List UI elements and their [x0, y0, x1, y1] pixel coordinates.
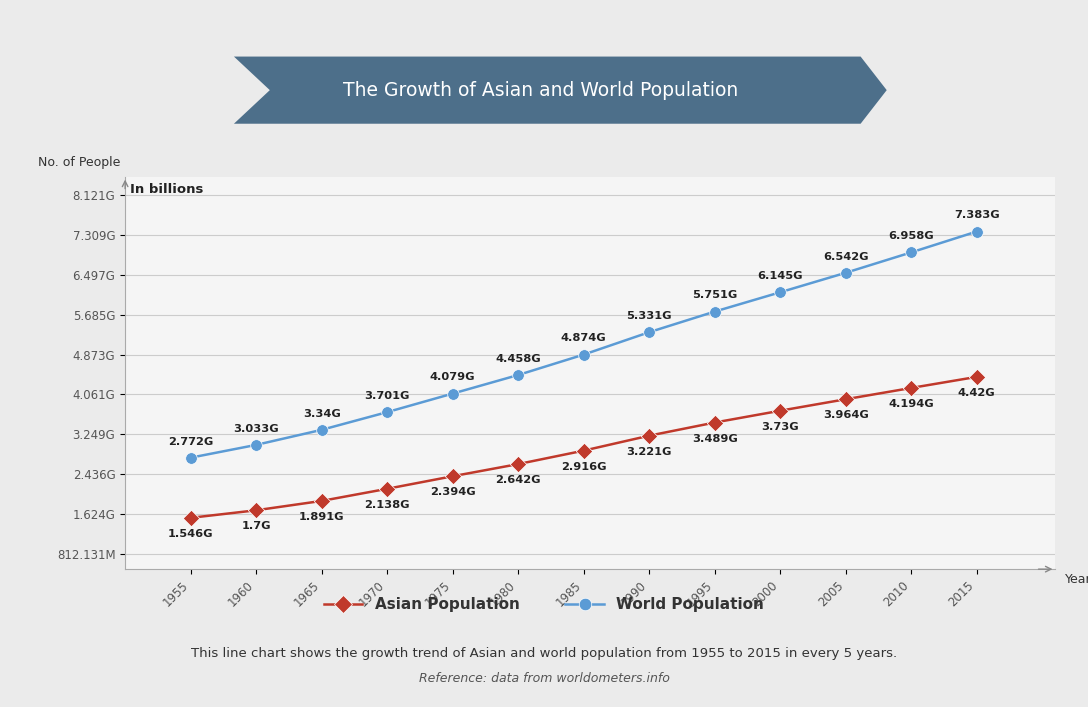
Point [968, 226, 986, 237]
Text: 1.7G: 1.7G [242, 521, 271, 532]
Text: In billions: In billions [129, 182, 203, 196]
Point [444, 388, 461, 399]
Text: 2.642G: 2.642G [495, 475, 541, 485]
Point [771, 405, 789, 416]
Point [903, 247, 920, 258]
Point [379, 407, 396, 418]
Text: 1.891G: 1.891G [299, 512, 345, 522]
Text: This line chart shows the growth trend of Asian and world population from 1955 t: This line chart shows the growth trend o… [190, 648, 898, 660]
Text: 3.964G: 3.964G [823, 410, 868, 421]
Text: 2.916G: 2.916G [561, 462, 606, 472]
Text: Year: Year [1065, 573, 1088, 586]
Legend: Asian Population, World Population: Asian Population, World Population [318, 591, 770, 618]
Text: 2.138G: 2.138G [364, 500, 410, 510]
Text: 3.033G: 3.033G [233, 423, 279, 434]
Text: 4.079G: 4.079G [430, 373, 475, 382]
Text: 6.542G: 6.542G [823, 252, 868, 262]
Text: 5.751G: 5.751G [692, 291, 738, 300]
Point [837, 394, 854, 405]
Point [182, 452, 199, 463]
Point [837, 267, 854, 279]
Point [247, 439, 264, 450]
Point [968, 371, 986, 382]
Text: 6.145G: 6.145G [757, 271, 803, 281]
Text: No. of People: No. of People [38, 156, 121, 169]
Text: 4.42G: 4.42G [957, 388, 996, 398]
Point [706, 417, 724, 428]
Text: 2.394G: 2.394G [430, 487, 475, 497]
Point [509, 369, 527, 380]
Point [182, 512, 199, 523]
Text: 4.874G: 4.874G [561, 334, 606, 344]
Point [509, 458, 527, 469]
Text: The Growth of Asian and World Population: The Growth of Asian and World Population [343, 81, 739, 100]
Point [903, 382, 920, 394]
Polygon shape [234, 57, 887, 124]
Text: 3.701G: 3.701G [364, 391, 410, 401]
Point [706, 306, 724, 317]
Text: 3.489G: 3.489G [692, 433, 738, 443]
Text: 4.458G: 4.458G [495, 354, 541, 364]
Point [247, 505, 264, 516]
Point [313, 495, 331, 506]
Text: 3.73G: 3.73G [762, 422, 799, 432]
Point [771, 286, 789, 298]
Text: Reference: data from worldometers.info: Reference: data from worldometers.info [419, 672, 669, 685]
Point [641, 327, 658, 338]
Point [444, 471, 461, 482]
Text: 3.221G: 3.221G [627, 447, 672, 457]
Text: 4.194G: 4.194G [889, 399, 935, 409]
Text: 2.772G: 2.772G [168, 437, 213, 447]
Point [313, 424, 331, 436]
Point [379, 483, 396, 494]
Point [574, 445, 592, 456]
Text: 3.34G: 3.34G [302, 409, 341, 419]
Text: 6.958G: 6.958G [889, 231, 935, 241]
Text: 1.546G: 1.546G [168, 529, 213, 539]
Text: 7.383G: 7.383G [954, 211, 1000, 221]
Point [574, 349, 592, 361]
Point [641, 430, 658, 441]
Text: 5.331G: 5.331G [627, 311, 672, 321]
